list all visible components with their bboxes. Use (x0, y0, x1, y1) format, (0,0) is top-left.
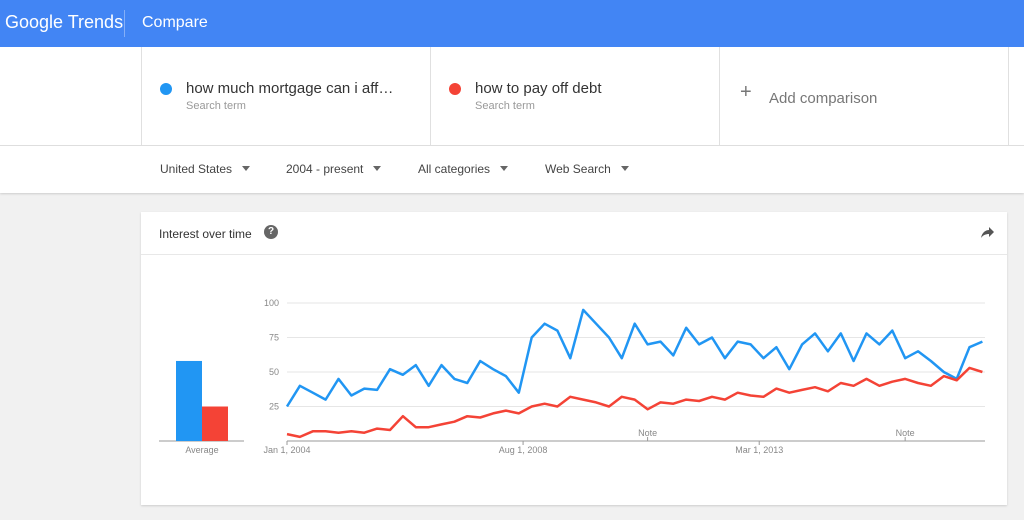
note-label: Note (896, 428, 915, 438)
separator (124, 10, 125, 37)
term-sub: Search term (186, 100, 246, 112)
separator (141, 254, 1007, 255)
filter[interactable]: All categories (418, 162, 508, 176)
term-dot (449, 83, 461, 95)
y-tick-label: 100 (264, 298, 279, 308)
terms-bar: how much mortgage can i aff… Search term… (0, 47, 1024, 146)
series-line (286, 366, 983, 439)
plus-icon: + (740, 81, 752, 103)
x-tick-label: Mar 1, 2013 (735, 445, 783, 455)
average-bar (202, 406, 228, 441)
term-sub: Search term (475, 100, 535, 112)
average-label: Average (185, 445, 218, 455)
series-line (285, 308, 983, 408)
x-tick-label: Aug 1, 2008 (499, 445, 548, 455)
filters-bar: United States 2004 - present All categor… (0, 146, 1024, 193)
share-icon[interactable] (979, 226, 995, 240)
filter[interactable]: United States (160, 162, 250, 176)
term-card[interactable]: how much mortgage can i aff… Search term (141, 47, 430, 145)
term-name[interactable]: how much mortgage can i aff… (186, 80, 394, 97)
term-name[interactable]: how to pay off debt (475, 80, 602, 97)
card: Interest over time ? (141, 212, 1007, 505)
y-tick-label: 25 (269, 402, 279, 412)
x-tick-label: Jan 1, 2004 (263, 445, 310, 455)
average-bar (176, 360, 202, 441)
y-tick-label: 50 (269, 367, 279, 377)
note-label: Note (638, 428, 657, 438)
page-title: Compare (142, 14, 208, 31)
add-comparison[interactable]: + Add comparison (719, 47, 1009, 145)
term-card[interactable]: how to pay off debt Search term (430, 47, 719, 145)
logo[interactable]: Google Trends (5, 12, 124, 32)
filter[interactable]: Web Search (545, 162, 629, 176)
y-tick-label: 75 (269, 333, 279, 343)
header: Google Trends Compare (0, 0, 1024, 47)
help-icon[interactable]: ? (264, 225, 278, 239)
add-label[interactable]: Add comparison (769, 90, 878, 107)
term-dot (160, 83, 172, 95)
card-title: Interest over time (159, 227, 252, 241)
filter[interactable]: 2004 - present (286, 162, 381, 176)
